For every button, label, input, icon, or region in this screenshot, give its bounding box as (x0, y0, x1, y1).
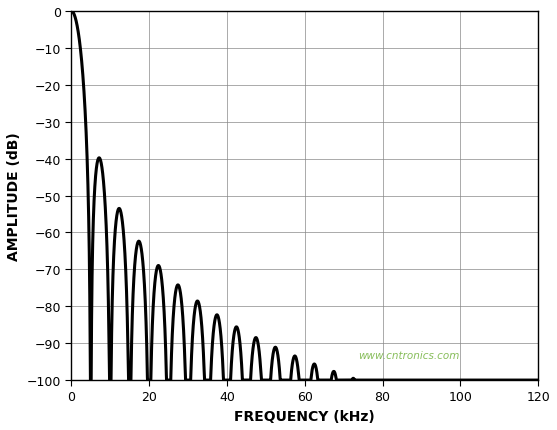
X-axis label: FREQUENCY (kHz): FREQUENCY (kHz) (234, 409, 375, 423)
Y-axis label: AMPLITUDE (dB): AMPLITUDE (dB) (7, 132, 21, 260)
Text: www.cntronics.com: www.cntronics.com (358, 350, 460, 360)
